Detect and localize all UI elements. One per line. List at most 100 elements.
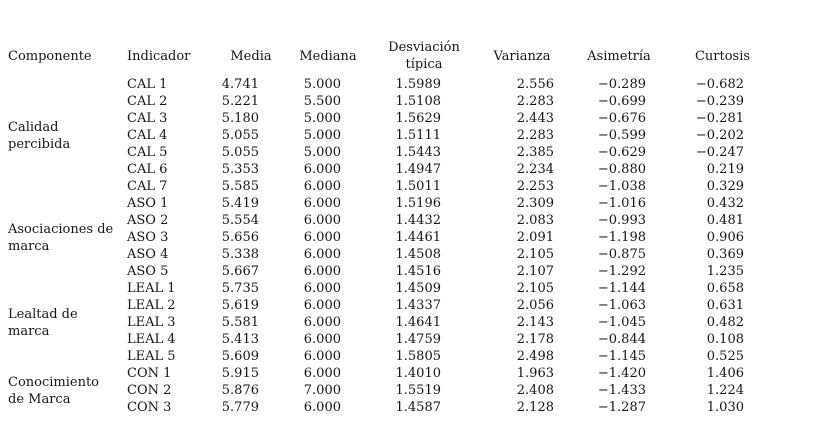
cell-media: 5.656 [221, 230, 259, 245]
component-cell: Asociaciones de marca [8, 195, 127, 280]
cell-asimetria: −0.880 [597, 162, 646, 177]
cell-varianza: 2.443 [516, 111, 554, 126]
cell-desviacion-tipica: 1.5108 [395, 94, 442, 109]
cell-mediana: 6.000 [303, 349, 341, 364]
cell-mediana: 6.000 [303, 213, 341, 228]
cell-indicador: CON 3 [127, 400, 172, 415]
component-label-line: Conocimiento [8, 374, 100, 390]
col-header-componente: Componente [8, 48, 92, 64]
cell-varianza: 2.283 [516, 94, 554, 109]
cell-curtosis: 1.406 [706, 366, 744, 381]
table-row: Lealtad de marca LEAL 1 5.735 6.000 1.4509 2.1… [8, 280, 774, 339]
cell-mediana: 6.000 [303, 179, 341, 194]
cell-curtosis: 0.219 [706, 162, 744, 177]
cell-indicador: CAL 1 [127, 77, 168, 92]
cell-desviacion-tipica: 1.4432 [395, 213, 442, 228]
col-header-indicador: Indicador [127, 48, 191, 64]
cell-mediana: 6.000 [303, 264, 341, 279]
table-row: LEAL 2 5.619 6.000 1.4337 2.056 −1.063 0.631 [8, 297, 774, 314]
cell-mediana: 5.000 [303, 77, 341, 92]
cell-media: 5.585 [221, 179, 259, 194]
component-cell: Conocimiento de Marca [8, 365, 127, 416]
cell-curtosis: 0.658 [706, 281, 744, 296]
table-row: CAL 7 5.585 6.000 1.5011 2.253 −1.038 0.329 [8, 178, 774, 195]
cell-varianza: 2.234 [516, 162, 554, 177]
cell-indicador: CON 1 [127, 366, 172, 381]
table-row: ASO 4 5.338 6.000 1.4508 2.105 −0.875 0.369 [8, 246, 774, 263]
cell-curtosis: 0.369 [706, 247, 744, 262]
cell-asimetria: −0.699 [597, 94, 646, 109]
col-header-curtosis: Curtosis [694, 48, 751, 64]
cell-varianza: 2.105 [516, 281, 554, 296]
descriptive-statistics-table: Componente Indicador Media Mediana Desvi… [8, 36, 774, 416]
cell-asimetria: −0.993 [597, 213, 646, 228]
cell-desviacion-tipica: 1.4587 [395, 400, 442, 415]
table-row: CAL 3 5.180 5.000 1.5629 2.443 −0.676 −0.281 [8, 110, 774, 127]
cell-desviacion-tipica: 1.5011 [395, 179, 442, 194]
table-row: Conocimiento de Marca CON 1 5.915 6.000 1.401… [8, 365, 774, 407]
cell-varianza: 2.091 [516, 230, 554, 245]
cell-mediana: 6.000 [303, 230, 341, 245]
cell-media: 5.055 [221, 145, 259, 160]
cell-desviacion-tipica: 1.5196 [395, 196, 442, 211]
cell-asimetria: −0.629 [597, 145, 646, 160]
table-row: LEAL 4 5.413 6.000 1.4759 2.178 −0.844 0.108 [8, 331, 774, 348]
cell-mediana: 5.000 [303, 111, 341, 126]
col-header-mediana: Mediana [299, 48, 357, 64]
table-row: CAL 6 5.353 6.000 1.4947 2.234 −0.880 0.219 [8, 161, 774, 178]
cell-indicador: CAL 5 [127, 145, 168, 160]
cell-indicador: CON 2 [127, 383, 172, 398]
cell-mediana: 6.000 [303, 315, 341, 330]
cell-varianza: 2.083 [516, 213, 554, 228]
cell-curtosis: 1.235 [706, 264, 744, 279]
cell-indicador: ASO 3 [127, 230, 169, 245]
cell-desviacion-tipica: 1.4509 [395, 281, 442, 296]
cell-media: 5.876 [221, 383, 259, 398]
component-label-line: marca [8, 323, 50, 339]
cell-mediana: 6.000 [303, 281, 341, 296]
table-row: LEAL 5 5.609 6.000 1.5805 2.498 −1.145 0.525 [8, 348, 774, 365]
component-label-line: Asociaciones de [8, 221, 114, 237]
cell-desviacion-tipica: 1.5805 [395, 349, 442, 364]
cell-mediana: 6.000 [303, 247, 341, 262]
cell-curtosis: 0.631 [706, 298, 744, 313]
cell-media: 5.581 [221, 315, 259, 330]
cell-curtosis: 0.432 [706, 196, 744, 211]
cell-desviacion-tipica: 1.4461 [395, 230, 442, 245]
cell-asimetria: −1.420 [597, 366, 646, 381]
table-row: ASO 3 5.656 6.000 1.4461 2.091 −1.198 0.906 [8, 229, 774, 246]
cell-media: 5.419 [221, 196, 259, 211]
cell-asimetria: −1.145 [597, 349, 646, 364]
cell-varianza: 2.105 [516, 247, 554, 262]
table-row: CAL 2 5.221 5.500 1.5108 2.283 −0.699 −0.239 [8, 93, 774, 110]
cell-indicador: ASO 1 [127, 196, 169, 211]
cell-curtosis: 0.906 [706, 230, 744, 245]
cell-asimetria: −1.144 [597, 281, 646, 296]
cell-indicador: CAL 4 [127, 128, 168, 143]
cell-desviacion-tipica: 1.5629 [395, 111, 442, 126]
cell-asimetria: −0.676 [597, 111, 646, 126]
component-cell: Calidad percibida [8, 76, 127, 195]
header-row: Componente Indicador Media Mediana Desvi… [8, 36, 774, 76]
table-row: CON 2 5.876 7.000 1.5519 2.408 −1.433 1.224 [8, 382, 774, 399]
cell-curtosis: −0.281 [695, 111, 744, 126]
cell-varianza: 2.253 [516, 179, 554, 194]
cell-mediana: 7.000 [303, 383, 341, 398]
cell-curtosis: −0.247 [695, 145, 744, 160]
cell-varianza: 2.385 [516, 145, 554, 160]
cell-indicador: ASO 5 [127, 264, 169, 279]
cell-varianza: 2.309 [516, 196, 554, 211]
cell-mediana: 6.000 [303, 332, 341, 347]
cell-curtosis: 0.525 [706, 349, 744, 364]
cell-varianza: 2.556 [516, 77, 554, 92]
cell-mediana: 6.000 [303, 400, 341, 415]
cell-mediana: 5.500 [303, 94, 341, 109]
cell-desviacion-tipica: 1.4010 [395, 366, 442, 381]
cell-media: 5.413 [221, 332, 259, 347]
table-row: CAL 4 5.055 5.000 1.5111 2.283 −0.599 −0.202 [8, 127, 774, 144]
cell-curtosis: −0.202 [695, 128, 744, 143]
component-label-line: Lealtad de [8, 306, 78, 322]
cell-indicador: CAL 6 [127, 162, 168, 177]
table-row: LEAL 3 5.581 6.000 1.4641 2.143 −1.045 0.482 [8, 314, 774, 331]
cell-desviacion-tipica: 1.4947 [395, 162, 442, 177]
